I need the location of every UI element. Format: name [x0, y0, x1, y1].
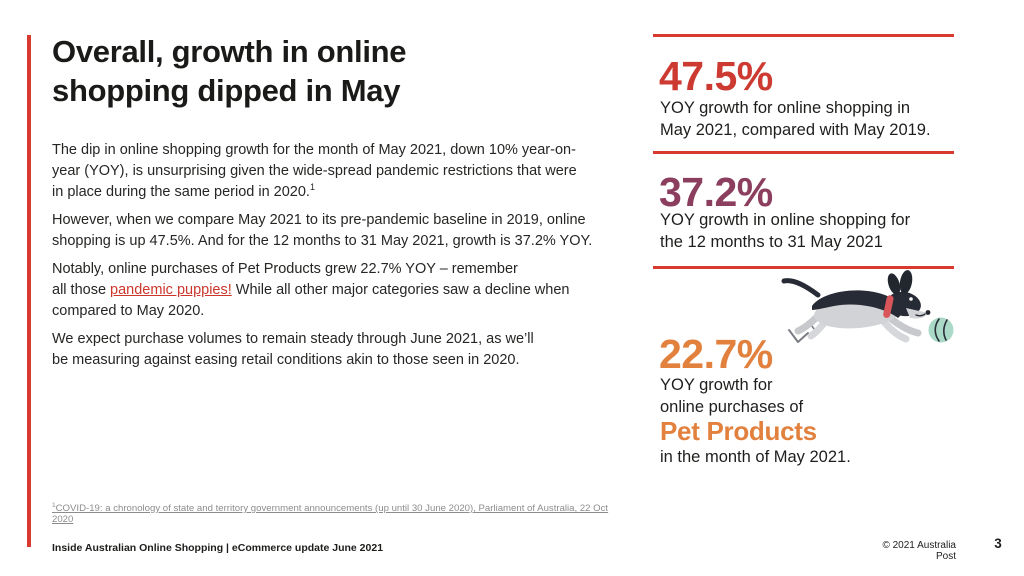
pet-products-highlight: Pet Products — [660, 416, 817, 446]
stat-value-12-months-yoy: 37.2% — [659, 169, 773, 215]
ball-icon — [928, 317, 954, 343]
page-number: 3 — [994, 536, 1002, 551]
pandemic-puppies-link[interactable]: pandemic puppies! — [110, 282, 232, 298]
paragraph-2: However, when we compare May 2021 to its… — [52, 212, 593, 249]
paragraph-3-text-after: While all other major categories saw a d… — [52, 282, 570, 319]
footnote-reference: 1 — [309, 182, 315, 193]
body-copy: The dip in online shopping growth for th… — [52, 140, 612, 378]
dog-nose — [925, 310, 931, 315]
stat-caption-online-shopping-yoy: YOY growth for online shopping in May 20… — [660, 99, 931, 139]
motion-chevron-icon — [788, 329, 809, 343]
footnote-link[interactable]: 1COVID-19: a chronology of state and ter… — [52, 502, 612, 525]
divider-rule-middle — [653, 151, 954, 154]
running-dog-illustration — [781, 270, 954, 343]
divider-rule-top — [653, 34, 954, 37]
divider-rule-bottom — [653, 266, 954, 269]
stat-caption-pet-line1: YOY growth for — [660, 376, 773, 394]
paragraph-3-text-before: Notably, online purchases of Pet Product… — [52, 261, 518, 298]
dog-eye — [909, 297, 913, 301]
footnote-superscript: 1 — [52, 502, 56, 509]
stat-caption-pet-line2: online purchases of — [660, 398, 804, 416]
left-accent-bar — [27, 35, 31, 547]
stat-caption-pet-line3: in the month of May 2021. — [660, 448, 851, 466]
dog-collar — [883, 295, 894, 318]
paragraph-4: We expect purchase volumes to remain ste… — [52, 331, 534, 368]
report-title-footer: Inside Australian Online Shopping | eCom… — [52, 542, 384, 554]
footnote-text: COVID-19: a chronology of state and terr… — [52, 503, 609, 526]
copyright: © 2021 Australia Post — [882, 540, 956, 562]
paragraph-3: Notably, online purchases of Pet Product… — [52, 259, 612, 322]
stat-caption-12-months-yoy: YOY growth in online shopping for the 12… — [660, 211, 911, 251]
stat-value-pet-products-yoy: 22.7% — [659, 331, 773, 377]
paragraph-1-text: The dip in online shopping growth for th… — [52, 142, 577, 200]
stat-value-online-shopping-yoy: 47.5% — [659, 53, 773, 99]
paragraph-1: The dip in online shopping growth for th… — [52, 140, 612, 203]
page-title: Overall, growth in online shopping dippe… — [52, 34, 407, 108]
